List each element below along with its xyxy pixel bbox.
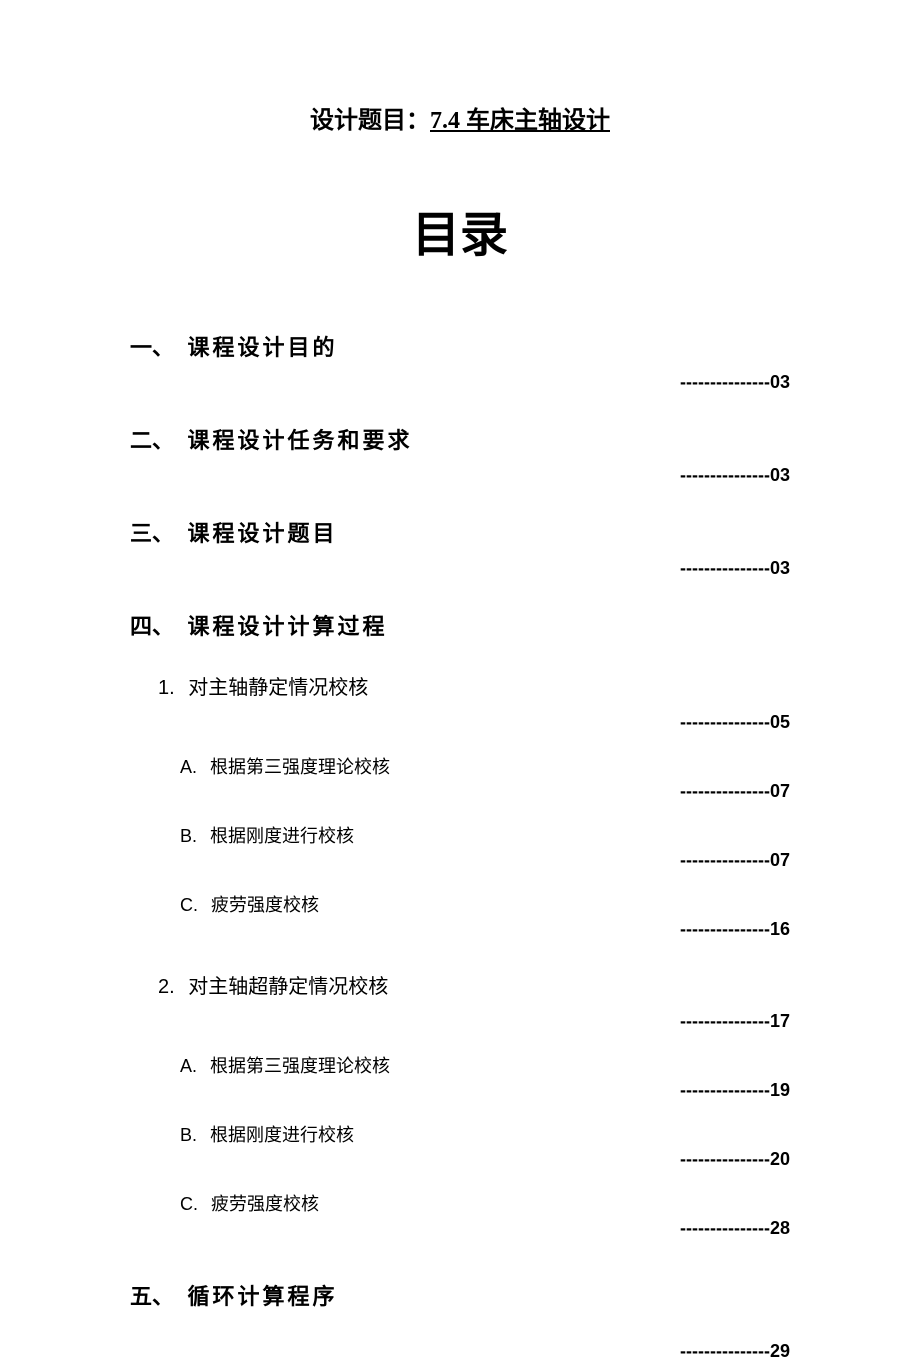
toc-page-ref: ---------------29 xyxy=(130,1341,790,1362)
design-title-prefix: 设计题目： xyxy=(310,108,430,134)
toc-section-4-2-b: B. 根据刚度进行校核 xyxy=(180,1121,790,1147)
toc-label: 根据第三强度理论校核 xyxy=(210,1052,390,1078)
toc-label: 疲劳强度校核 xyxy=(211,891,319,917)
toc-label: 根据刚度进行校核 xyxy=(210,1121,354,1147)
toc-section-4-1-a: A. 根据第三强度理论校核 xyxy=(180,753,790,779)
toc-marker: C. xyxy=(180,1194,198,1215)
toc-page-ref: ---------------07 xyxy=(130,781,790,802)
design-title: 设计题目：7.4 车床主轴设计 xyxy=(130,100,790,135)
toc-section-1: 一、 课程设计目的 xyxy=(130,330,790,362)
toc-page-ref: ---------------17 xyxy=(130,1011,790,1032)
toc-label: 循环计算程序 xyxy=(188,1279,338,1311)
toc-label: 课程设计目的 xyxy=(188,330,338,362)
toc-section-4-1-b: B. 根据刚度进行校核 xyxy=(180,822,790,848)
toc-page-ref: ---------------16 xyxy=(130,919,790,940)
toc-page-ref: ---------------05 xyxy=(130,712,790,733)
toc-page-ref: ---------------03 xyxy=(130,558,790,579)
toc-label: 对主轴静定情况校核 xyxy=(188,671,368,700)
toc-section-4-2: 2. 对主轴超静定情况校核 xyxy=(158,970,790,999)
toc-marker: 三、 xyxy=(130,516,174,548)
toc-page-ref: ---------------19 xyxy=(130,1080,790,1101)
toc-section-4-2-a: A. 根据第三强度理论校核 xyxy=(180,1052,790,1078)
toc-page-ref: ---------------03 xyxy=(130,372,790,393)
toc-marker: A. xyxy=(180,757,197,778)
toc-label: 疲劳强度校核 xyxy=(211,1190,319,1216)
toc-section-4-2-c: C. 疲劳强度校核 xyxy=(180,1190,790,1216)
toc-page-ref: ---------------07 xyxy=(130,850,790,871)
toc-section-3: 三、 课程设计题目 xyxy=(130,516,790,548)
toc-label: 课程设计题目 xyxy=(188,516,338,548)
toc-marker: 2. xyxy=(158,976,175,999)
toc-label: 课程设计任务和要求 xyxy=(188,423,413,455)
toc-section-5: 五、 循环计算程序 xyxy=(130,1279,790,1311)
toc-marker: 一、 xyxy=(130,330,174,362)
toc-marker: 五、 xyxy=(130,1279,174,1311)
toc-page-ref: ---------------20 xyxy=(130,1149,790,1170)
toc-label: 根据刚度进行校核 xyxy=(210,822,354,848)
toc-marker: 二、 xyxy=(130,423,174,455)
toc-section-4-1-c: C. 疲劳强度校核 xyxy=(180,891,790,917)
toc-list: 一、 课程设计目的 ---------------03 二、 课程设计任务和要求… xyxy=(130,330,790,1362)
toc-page-ref: ---------------03 xyxy=(130,465,790,486)
toc-section-4: 四、 课程设计计算过程 xyxy=(130,609,790,641)
toc-label: 对主轴超静定情况校核 xyxy=(188,970,388,999)
toc-page-ref: ---------------28 xyxy=(130,1218,790,1239)
toc-label: 课程设计计算过程 xyxy=(188,609,388,641)
toc-section-2: 二、 课程设计任务和要求 xyxy=(130,423,790,455)
toc-marker: 四、 xyxy=(130,609,174,641)
toc-marker: B. xyxy=(180,1125,197,1146)
toc-label: 根据第三强度理论校核 xyxy=(210,753,390,779)
toc-marker: 1. xyxy=(158,677,175,700)
toc-section-4-1: 1. 对主轴静定情况校核 xyxy=(158,671,790,700)
toc-heading: 目录 xyxy=(130,195,790,265)
toc-marker: C. xyxy=(180,895,198,916)
toc-marker: A. xyxy=(180,1056,197,1077)
toc-marker: B. xyxy=(180,826,197,847)
design-title-underlined: 7.4 车床主轴设计 xyxy=(430,108,610,134)
